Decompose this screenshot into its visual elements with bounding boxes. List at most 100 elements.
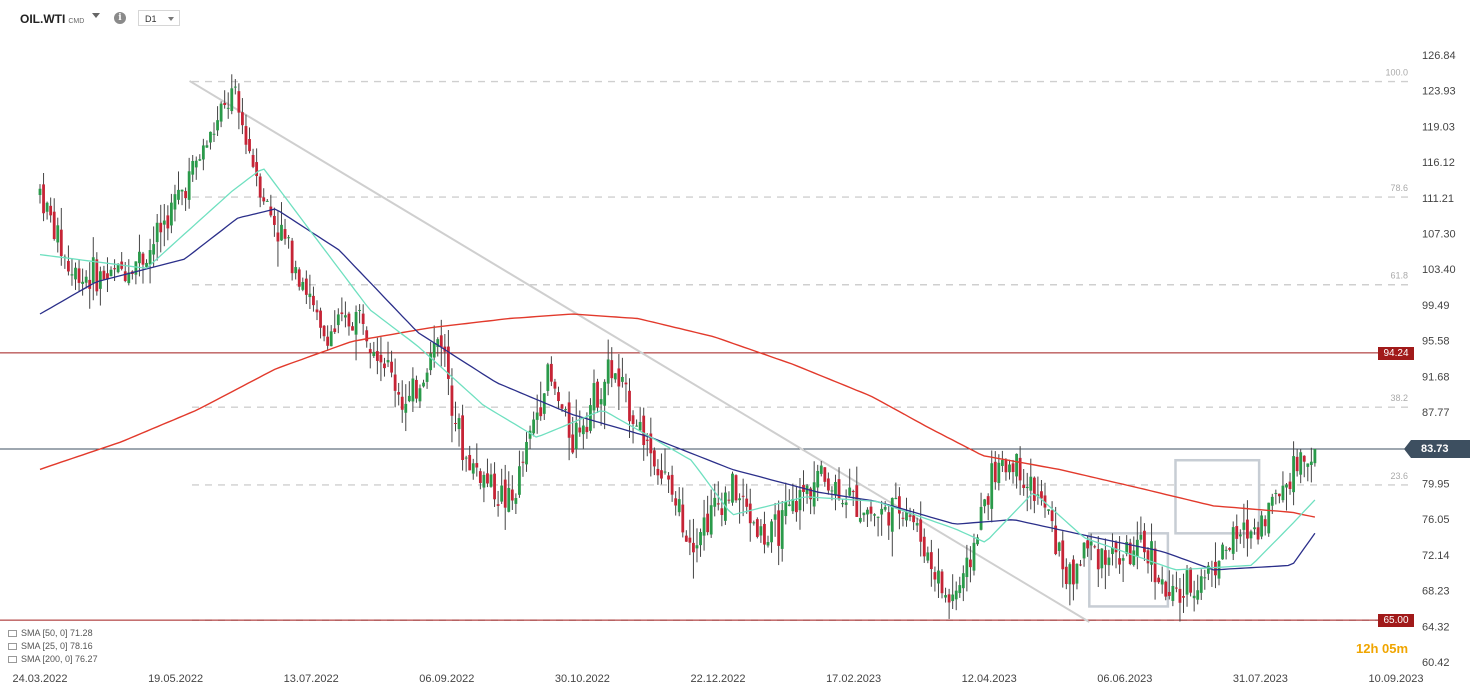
candle-body — [599, 399, 603, 405]
timeframe-select[interactable]: D1 — [138, 10, 180, 26]
candle-body — [1242, 522, 1246, 530]
candle — [91, 237, 95, 301]
candle — [826, 472, 830, 495]
candle-body — [560, 404, 564, 409]
candle-body — [397, 392, 401, 395]
candle-body — [997, 462, 1001, 484]
candle — [869, 499, 873, 522]
candle — [237, 83, 241, 130]
candle-body — [890, 497, 894, 532]
candle — [1096, 536, 1100, 588]
candle — [393, 358, 397, 408]
candle-body — [532, 419, 536, 434]
candle-body — [209, 131, 212, 143]
candle-body — [1253, 527, 1256, 530]
candle-body — [1061, 540, 1065, 570]
candle-body — [567, 402, 571, 438]
info-icon[interactable]: i — [114, 12, 126, 24]
candle — [38, 184, 42, 204]
candle — [752, 520, 756, 526]
candle — [947, 588, 951, 619]
candle — [159, 204, 163, 253]
candle-body — [695, 545, 699, 549]
candle-body — [265, 200, 269, 202]
candle-body — [287, 237, 290, 239]
candle — [628, 378, 631, 439]
candle-body — [947, 594, 951, 603]
candle — [574, 399, 578, 459]
candle-body — [731, 473, 734, 503]
candle — [791, 483, 795, 514]
legend-sma25[interactable]: SMA [25, 0] 78.16 — [8, 640, 98, 653]
legend-sma50[interactable]: SMA [50, 0] 71.28 — [8, 627, 98, 640]
candle-body — [248, 139, 251, 152]
candle — [1047, 509, 1050, 515]
candle — [56, 217, 60, 253]
x-tick-label: 24.03.2022 — [12, 673, 67, 685]
x-tick-label: 06.06.2023 — [1097, 673, 1152, 685]
candle — [1068, 562, 1072, 606]
candle-body — [1231, 527, 1235, 554]
candle-body — [1277, 493, 1281, 497]
candle — [219, 101, 223, 128]
candle-body — [106, 273, 109, 280]
candle — [802, 470, 805, 512]
symbol-dropdown-icon[interactable] — [92, 13, 100, 18]
candle — [1313, 448, 1317, 467]
candle-body — [127, 272, 131, 284]
candle-body — [1086, 540, 1090, 549]
symbol-title[interactable]: OIL.WTI CMD — [20, 12, 84, 26]
candle — [557, 386, 560, 410]
candle — [344, 301, 347, 328]
candle — [940, 569, 944, 599]
candle — [169, 193, 173, 234]
candle-body — [585, 426, 589, 433]
candle — [98, 266, 102, 306]
candle-body — [1157, 577, 1161, 583]
candle — [457, 413, 461, 447]
candle-body — [571, 434, 575, 453]
candle — [454, 401, 457, 432]
candle-body — [223, 102, 227, 106]
y-tick-label: 79.95 — [1422, 478, 1450, 490]
candle — [777, 500, 781, 566]
candle — [944, 587, 947, 603]
candle-body — [784, 501, 788, 517]
legend-value: 78.16 — [70, 641, 93, 651]
candle-body — [198, 159, 202, 161]
candle-body — [191, 161, 195, 175]
candle-body — [681, 504, 685, 533]
candle — [450, 368, 454, 443]
candle — [621, 357, 624, 388]
candle — [1246, 500, 1249, 557]
candle — [1210, 560, 1214, 587]
x-tick-label: 22.12.2022 — [690, 673, 745, 685]
candle — [70, 258, 74, 286]
candle-body — [826, 478, 830, 491]
y-tick-label: 123.93 — [1422, 86, 1456, 98]
x-tick-label: 06.09.2022 — [419, 673, 474, 685]
candle-body — [1164, 581, 1168, 597]
candle — [535, 394, 539, 434]
candle-body — [344, 315, 347, 318]
candle-body — [216, 120, 219, 131]
candle — [1214, 542, 1217, 589]
candle — [770, 519, 773, 553]
candle — [727, 491, 731, 504]
candle-body — [368, 349, 372, 353]
candle-body — [993, 461, 997, 483]
candle-body — [564, 409, 567, 411]
candle — [1089, 533, 1093, 561]
candle — [1253, 518, 1256, 535]
candle-body — [464, 457, 468, 459]
candle-body — [1082, 542, 1086, 559]
candle — [592, 369, 596, 429]
candle — [702, 499, 706, 551]
legend-sma200[interactable]: SMA [200, 0] 76.27 — [8, 653, 98, 666]
candle-body — [727, 499, 731, 501]
candle-body — [883, 507, 887, 510]
candle-body — [1281, 485, 1285, 501]
candle — [152, 226, 156, 268]
candle-body — [1292, 456, 1295, 493]
